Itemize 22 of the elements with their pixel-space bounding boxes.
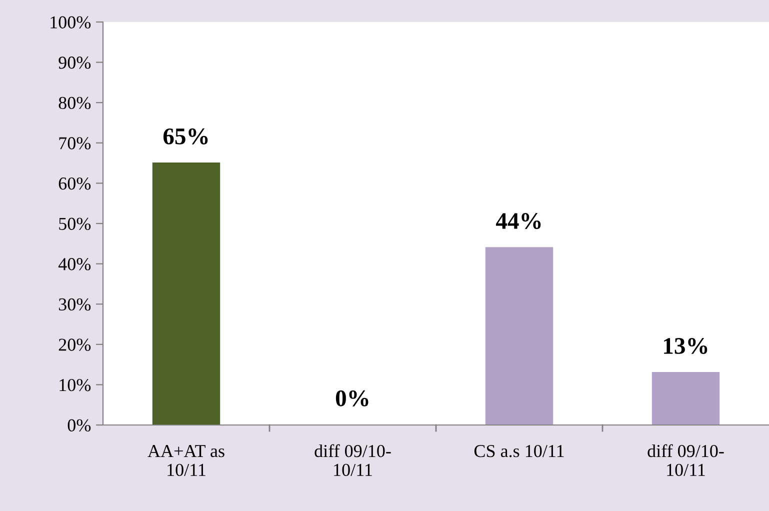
y-tick-label: 100% bbox=[50, 16, 91, 28]
bar bbox=[652, 372, 720, 425]
data-label: 44% bbox=[496, 213, 541, 230]
y-tick-label: 80% bbox=[58, 96, 91, 110]
y-tick-label: 50% bbox=[59, 218, 91, 230]
data-label: 65% bbox=[163, 128, 208, 144]
y-tick-label: 90% bbox=[58, 56, 91, 69]
y-tick-label: 40% bbox=[58, 258, 91, 270]
y-tick-label: 20% bbox=[58, 338, 91, 351]
x-tick-label: diff 09/10- 10/11 bbox=[648, 444, 724, 476]
x-tick-label: AA+AT as 10/11 bbox=[148, 445, 224, 476]
y-tick-label: 70% bbox=[59, 137, 91, 150]
x-tick-label: diff 09/10- 10/11 bbox=[314, 444, 391, 476]
bar bbox=[152, 162, 220, 425]
bar bbox=[485, 247, 554, 425]
x-tick-label: CS a.s 10/11 bbox=[474, 444, 564, 458]
y-tick-label: 10% bbox=[60, 378, 91, 392]
y-tick-label: 0% bbox=[68, 419, 91, 432]
y-tick-label: 60% bbox=[58, 177, 91, 190]
y-tick-label: 30% bbox=[58, 298, 91, 311]
data-label: 13% bbox=[664, 338, 708, 354]
data-label: 0% bbox=[336, 390, 368, 406]
